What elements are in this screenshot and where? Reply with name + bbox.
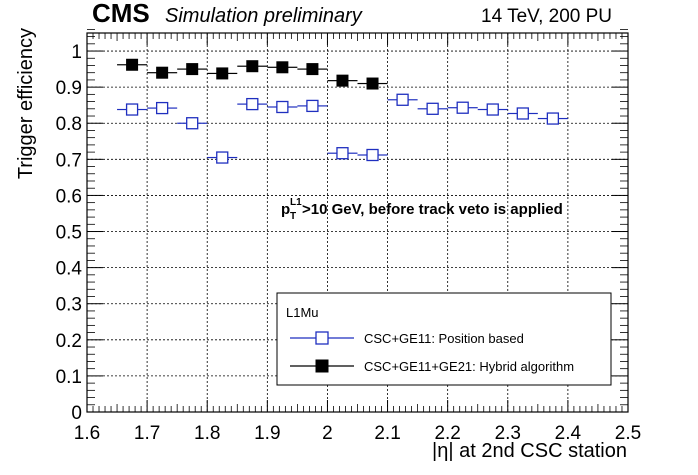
legend-entry-hybrid: CSC+GE11+GE21: Hybrid algorithm bbox=[290, 359, 574, 374]
y-tick-label: 0.4 bbox=[56, 259, 83, 280]
annotation-superscript: L1 bbox=[290, 197, 302, 208]
x-tick-label: 1.9 bbox=[254, 423, 280, 444]
y-tick-label: 0.6 bbox=[56, 186, 82, 207]
legend-marker-open-square bbox=[315, 331, 329, 345]
data-point bbox=[156, 66, 169, 79]
x-tick-label: 1.6 bbox=[74, 423, 100, 444]
data-point bbox=[306, 63, 319, 76]
x-tick-labels: 1.6 1.7 1.8 1.9 2 2.1 2.2 2.3 2.4 2.5 bbox=[74, 423, 641, 444]
legend-entry-position-based: CSC+GE11: Position based bbox=[290, 331, 524, 346]
legend-box bbox=[276, 292, 612, 386]
data-point bbox=[276, 61, 289, 74]
data-point bbox=[336, 147, 349, 160]
data-point bbox=[366, 77, 379, 90]
annotation-subscript: T bbox=[290, 211, 296, 222]
axis-ticks bbox=[86, 28, 629, 413]
x-tick-label: 1.7 bbox=[134, 423, 160, 444]
y-tick-label: 0.5 bbox=[56, 223, 82, 244]
series-hybrid bbox=[117, 58, 388, 90]
y-tick-label: 0.1 bbox=[56, 367, 82, 388]
annotation-text: >10 GeV, before track veto is applied bbox=[302, 201, 563, 218]
cms-label: CMS bbox=[92, 0, 150, 28]
legend-label-hybrid: CSC+GE11+GE21: Hybrid algorithm bbox=[364, 359, 574, 374]
legend-header: L1Mu bbox=[286, 305, 319, 320]
data-point bbox=[276, 100, 289, 114]
x-tick-label: 2.2 bbox=[434, 423, 460, 444]
data-point bbox=[366, 148, 379, 162]
legend-label-position-based: CSC+GE11: Position based bbox=[364, 331, 524, 346]
data-point bbox=[516, 107, 529, 120]
simulation-preliminary-label: Simulation preliminary bbox=[165, 5, 363, 27]
pt-cut-annotation: p T L1 >10 GeV, before track veto is app… bbox=[281, 197, 563, 222]
y-tick-label: 0.7 bbox=[56, 150, 82, 171]
data-point bbox=[396, 93, 409, 106]
data-point bbox=[246, 97, 259, 111]
data-point bbox=[246, 60, 259, 73]
y-tick-label: 0.8 bbox=[56, 114, 82, 135]
data-point bbox=[125, 103, 139, 116]
y-tick-label: 0.3 bbox=[56, 295, 82, 316]
data-point bbox=[155, 101, 169, 115]
data-point bbox=[186, 117, 199, 130]
y-tick-labels: 0 0.1 0.2 0.3 0.4 0.5 0.6 0.7 0.8 0.9 1 bbox=[56, 42, 83, 424]
y-tick-label: 1 bbox=[71, 42, 82, 63]
legend-marker-filled-square bbox=[315, 359, 329, 373]
y-tick-label: 0 bbox=[71, 403, 82, 424]
series-position-based bbox=[117, 93, 568, 164]
data-point bbox=[456, 101, 469, 114]
x-tick-label: 2.4 bbox=[555, 423, 582, 444]
data-point bbox=[306, 99, 319, 113]
x-tick-label: 2 bbox=[322, 423, 333, 444]
grid-lines bbox=[87, 33, 628, 412]
data-point bbox=[126, 58, 139, 71]
x-tick-label: 2.5 bbox=[615, 423, 641, 444]
y-tick-label: 0.2 bbox=[56, 331, 82, 352]
data-point bbox=[216, 151, 229, 164]
x-tick-label: 2.3 bbox=[495, 423, 521, 444]
data-point bbox=[546, 112, 560, 125]
x-tick-label: 1.8 bbox=[194, 423, 220, 444]
annotation-p: p bbox=[281, 201, 290, 218]
data-point bbox=[426, 102, 439, 115]
energy-pileup-label: 14 TeV, 200 PU bbox=[481, 6, 612, 27]
data-point bbox=[486, 103, 499, 116]
data-series bbox=[117, 58, 568, 164]
y-axis-title: Trigger efficiency bbox=[15, 28, 37, 179]
data-point bbox=[186, 63, 199, 76]
data-point bbox=[216, 67, 229, 80]
y-tick-label: 0.9 bbox=[56, 78, 82, 99]
data-point bbox=[336, 74, 349, 87]
legend: L1Mu CSC+GE11: Position based CSC+GE11+G… bbox=[276, 292, 612, 386]
x-tick-label: 2.1 bbox=[374, 423, 400, 444]
x-axis-title: |η| at 2nd CSC station bbox=[432, 440, 627, 462]
